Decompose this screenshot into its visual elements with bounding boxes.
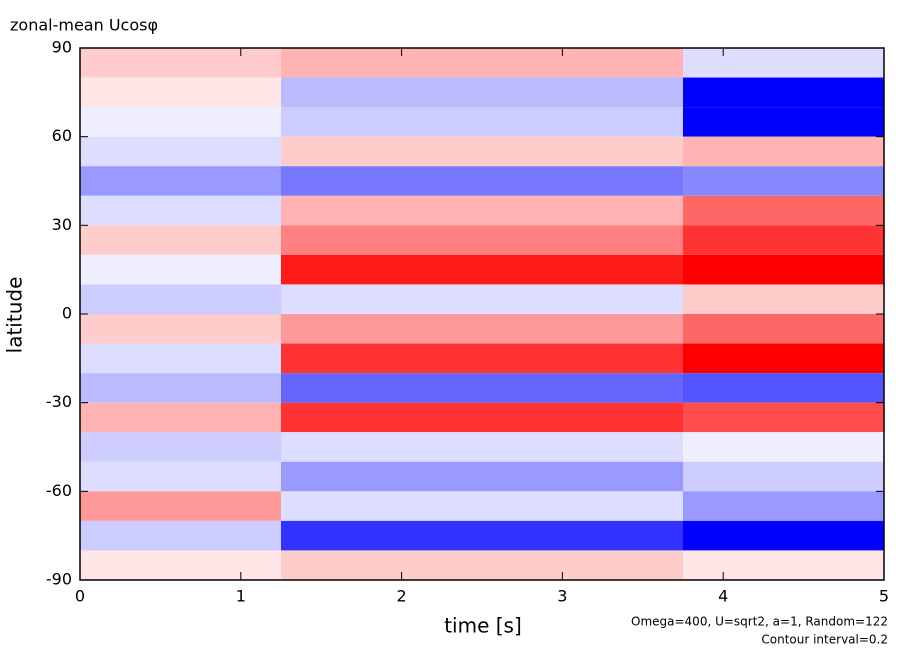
- contour-cell: [80, 550, 281, 580]
- contour-cell: [281, 107, 683, 137]
- annotation: Contour interval=0.2: [761, 633, 888, 647]
- contour-cell: [281, 254, 683, 285]
- contour-cell: [281, 432, 683, 462]
- contour-cell: [281, 520, 683, 551]
- contour-cell: [80, 107, 281, 137]
- contour-cell: [281, 491, 683, 521]
- contour-cell: [80, 373, 281, 403]
- contour-cell: [281, 48, 683, 78]
- contour-cell: [683, 107, 884, 137]
- contour-cell: [80, 461, 281, 492]
- contour-cell: [80, 225, 281, 255]
- y-tick-label: -90: [46, 570, 72, 589]
- y-tick-label: 90: [52, 38, 72, 57]
- contour-cell: [683, 254, 884, 285]
- contour-cell: [683, 225, 884, 255]
- contour-cell: [80, 520, 281, 551]
- chart-title: zonal-mean Ucosφ: [10, 16, 158, 35]
- contour-cell: [683, 373, 884, 403]
- x-tick-label: 5: [879, 587, 889, 606]
- contour-cell: [683, 520, 884, 551]
- contour-cell: [683, 77, 884, 108]
- contour-cell: [281, 225, 683, 255]
- contour-cell: [80, 432, 281, 462]
- contour-cell: [281, 136, 683, 167]
- contour-cell: [683, 48, 884, 78]
- contour-cell: [281, 284, 683, 314]
- x-tick-label: 3: [557, 587, 567, 606]
- contour-cell: [281, 402, 683, 433]
- y-tick-label: 60: [52, 126, 72, 145]
- contour-cell: [281, 166, 683, 196]
- contour-cell: [281, 343, 683, 374]
- contour-cell: [80, 48, 281, 78]
- contour-cell: [80, 491, 281, 521]
- contour-cell: [683, 491, 884, 521]
- contour-cell: [683, 432, 884, 462]
- contour-cell: [683, 343, 884, 374]
- contour-cell: [683, 166, 884, 196]
- contour-cell: [683, 402, 884, 433]
- contour-cell: [683, 136, 884, 167]
- contour-cell: [281, 314, 683, 344]
- y-axis-label: latitude: [3, 277, 27, 354]
- contour-cell: [80, 284, 281, 314]
- contour-cell: [80, 254, 281, 285]
- contour-cell: [80, 343, 281, 374]
- annotation: Omega=400, U=sqrt2, a=1, Random=122: [631, 615, 888, 629]
- y-tick-label: 30: [52, 215, 72, 234]
- x-tick-label: 0: [75, 587, 85, 606]
- contour-cell: [80, 195, 281, 226]
- contour-cell: [683, 284, 884, 314]
- contour-cell: [683, 550, 884, 580]
- contour-cell: [80, 136, 281, 167]
- y-tick-label: -30: [46, 392, 72, 411]
- contour-cell: [281, 461, 683, 492]
- contour-cell: [281, 550, 683, 580]
- x-axis-label: time [s]: [444, 614, 522, 638]
- contour-cell: [683, 461, 884, 492]
- contour-cell: [281, 195, 683, 226]
- y-tick-label: -60: [46, 481, 72, 500]
- x-tick-label: 4: [718, 587, 728, 606]
- contour-cell: [80, 166, 281, 196]
- contour-cell: [683, 195, 884, 226]
- contour-cell: [683, 314, 884, 344]
- x-tick-label: 1: [236, 587, 246, 606]
- contour-cell: [281, 77, 683, 108]
- contour-cell: [80, 314, 281, 344]
- contour-cell: [80, 77, 281, 108]
- contour-cell: [281, 373, 683, 403]
- y-tick-label: 0: [62, 304, 72, 323]
- contour-cell: [80, 402, 281, 433]
- x-tick-label: 2: [397, 587, 407, 606]
